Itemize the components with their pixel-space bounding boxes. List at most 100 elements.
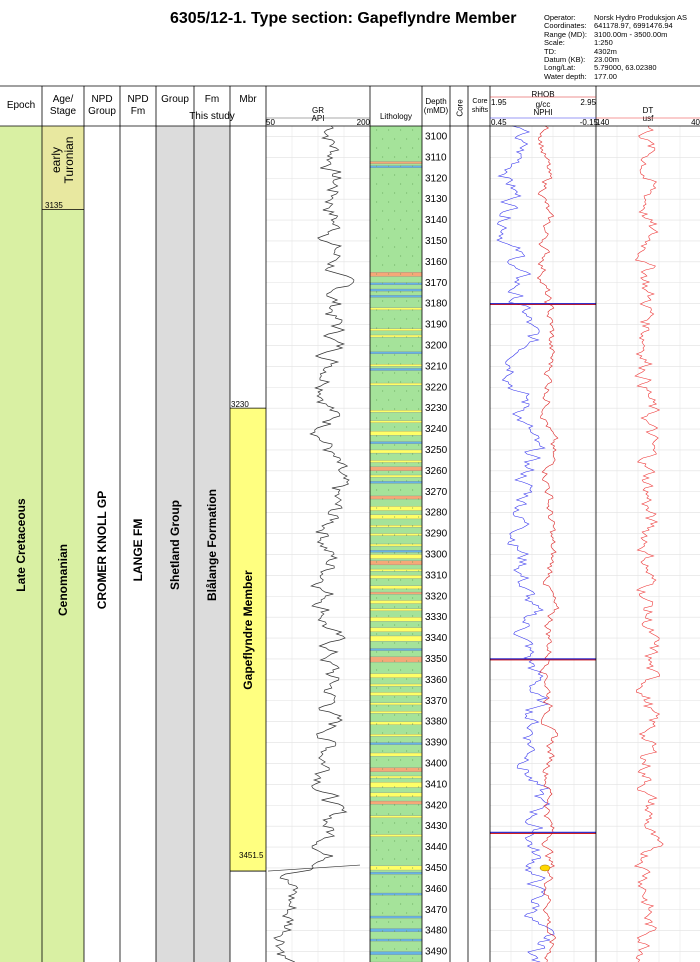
litho-dot bbox=[412, 165, 414, 167]
litho-band bbox=[369, 420, 423, 423]
litho-dot bbox=[418, 948, 420, 950]
litho-dot bbox=[376, 939, 378, 941]
litho-dot bbox=[406, 840, 408, 842]
fm-fill bbox=[194, 126, 230, 962]
header-rhob-max: 2.95 bbox=[580, 98, 596, 107]
litho-dot bbox=[412, 903, 414, 905]
depth-tick-label: 3160 bbox=[425, 257, 448, 268]
litho-dot bbox=[412, 453, 414, 455]
litho-dot bbox=[412, 687, 414, 689]
litho-dot bbox=[388, 183, 390, 185]
well-info-key: Water depth: bbox=[544, 71, 587, 81]
litho-dot bbox=[412, 399, 414, 401]
epoch-fill bbox=[0, 126, 42, 962]
header-dt: DT bbox=[642, 106, 654, 115]
litho-dot bbox=[388, 813, 390, 815]
depth-tick-label: 3180 bbox=[425, 299, 448, 310]
epoch-label: Late Cretaceous bbox=[14, 498, 28, 592]
litho-dot bbox=[406, 336, 408, 338]
litho-band bbox=[369, 272, 423, 277]
litho-dot bbox=[406, 462, 408, 464]
litho-dot bbox=[400, 561, 402, 563]
age-upper-fill bbox=[42, 126, 84, 210]
litho-dot bbox=[388, 903, 390, 905]
depth-tick-label: 3270 bbox=[425, 487, 448, 498]
litho-dot bbox=[388, 291, 390, 293]
well-info-key: Long/Lat: bbox=[544, 63, 576, 73]
litho-band bbox=[369, 382, 423, 386]
depth-tick-label: 3340 bbox=[425, 633, 448, 644]
litho-dot bbox=[376, 615, 378, 617]
litho-dot bbox=[376, 543, 378, 545]
litho-dot bbox=[388, 921, 390, 923]
litho-dot bbox=[406, 948, 408, 950]
litho-dot bbox=[406, 426, 408, 428]
litho-dot bbox=[388, 687, 390, 689]
litho-dot bbox=[382, 516, 384, 518]
litho-dot bbox=[412, 777, 414, 779]
litho-dot bbox=[406, 588, 408, 590]
litho-dot bbox=[388, 525, 390, 527]
litho-dot bbox=[412, 615, 414, 617]
litho-dot bbox=[376, 849, 378, 851]
litho-dot bbox=[376, 741, 378, 743]
age-upper-label: early Turonian bbox=[49, 136, 76, 184]
litho-dot bbox=[388, 381, 390, 383]
litho-dot bbox=[418, 696, 420, 698]
litho-dot bbox=[418, 642, 420, 644]
litho-dot bbox=[388, 849, 390, 851]
litho-band bbox=[369, 608, 423, 612]
litho-dot bbox=[418, 606, 420, 608]
litho-dot bbox=[388, 363, 390, 365]
litho-dot bbox=[418, 174, 420, 176]
litho-band bbox=[369, 165, 423, 168]
litho-dot bbox=[382, 948, 384, 950]
litho-dot bbox=[394, 372, 396, 374]
well-info-value: 4302m bbox=[594, 46, 617, 56]
litho-dot bbox=[412, 417, 414, 419]
litho-band bbox=[369, 591, 423, 595]
litho-dot bbox=[406, 912, 408, 914]
litho-dot bbox=[388, 831, 390, 833]
litho-band bbox=[369, 449, 423, 454]
litho-dot bbox=[400, 273, 402, 275]
litho-dot bbox=[376, 597, 378, 599]
header-nphi-max: -0.15 bbox=[579, 118, 598, 127]
header-nphi-min: 0.45 bbox=[491, 118, 507, 127]
litho-dot bbox=[382, 696, 384, 698]
litho-dot bbox=[418, 372, 420, 374]
litho-dot bbox=[412, 831, 414, 833]
depth-tick-label: 3440 bbox=[425, 842, 448, 853]
litho-band bbox=[369, 721, 423, 725]
litho-dot bbox=[382, 876, 384, 878]
litho-dot bbox=[382, 156, 384, 158]
depth-tick-label: 3290 bbox=[425, 529, 448, 540]
litho-band bbox=[369, 550, 423, 553]
litho-band bbox=[369, 871, 423, 875]
litho-dot bbox=[376, 255, 378, 257]
litho-band bbox=[369, 430, 423, 436]
litho-dot bbox=[400, 327, 402, 329]
litho-dot bbox=[400, 759, 402, 761]
litho-dot bbox=[418, 282, 420, 284]
litho-dot bbox=[406, 516, 408, 518]
litho-band bbox=[369, 295, 423, 298]
litho-dot bbox=[406, 390, 408, 392]
litho-dot bbox=[400, 795, 402, 797]
litho-dot bbox=[382, 300, 384, 302]
litho-dot bbox=[406, 696, 408, 698]
litho-dot bbox=[388, 597, 390, 599]
litho-dot bbox=[406, 624, 408, 626]
litho-dot bbox=[394, 246, 396, 248]
litho-dot bbox=[412, 723, 414, 725]
depth-tick-label: 3140 bbox=[425, 215, 448, 226]
litho-dot bbox=[406, 156, 408, 158]
depth-tick-label: 3230 bbox=[425, 403, 448, 414]
litho-dot bbox=[388, 795, 390, 797]
litho-dot bbox=[376, 669, 378, 671]
litho-dot bbox=[400, 705, 402, 707]
litho-band bbox=[369, 307, 423, 311]
litho-dot bbox=[418, 534, 420, 536]
litho-dot bbox=[382, 930, 384, 932]
litho-band bbox=[369, 506, 423, 511]
